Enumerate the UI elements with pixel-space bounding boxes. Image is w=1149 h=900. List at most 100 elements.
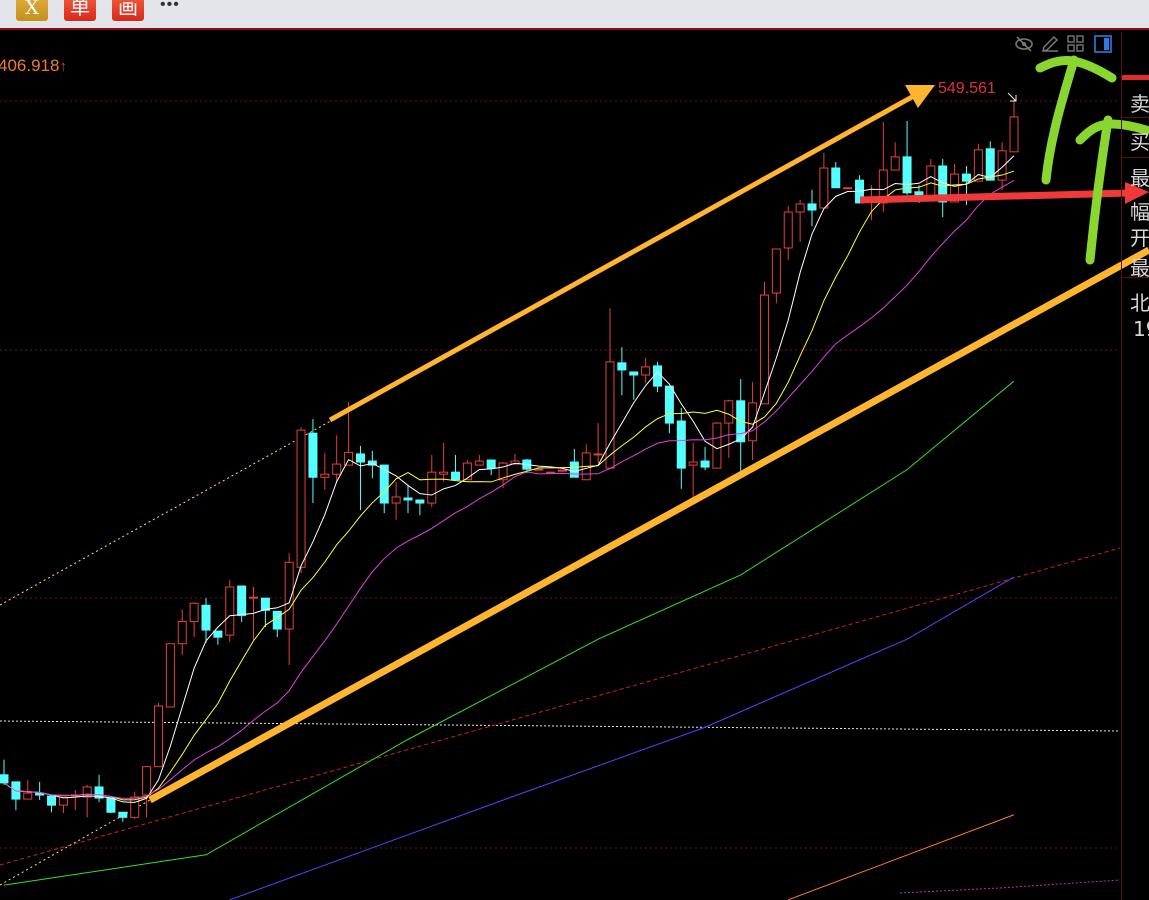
buy-label: 买 (1130, 130, 1149, 154)
candle-up (344, 451, 354, 466)
toolbar-order-button[interactable]: 单 (64, 0, 96, 21)
toolbar-draw-button[interactable]: 画 (112, 0, 144, 21)
candle-down (486, 459, 496, 469)
dotted-channel-line (0, 397, 373, 606)
candle-down (807, 203, 817, 211)
candle-up (165, 643, 175, 708)
ma10-line (3, 170, 1015, 801)
candle-up (1009, 116, 1019, 153)
eye-slash-icon[interactable] (1014, 34, 1034, 54)
candle-down (415, 499, 425, 504)
candle-down (201, 604, 211, 631)
candle-up (225, 586, 235, 636)
more-button[interactable]: ••• (160, 0, 180, 13)
low-price-value: 406.918 (0, 56, 60, 75)
high-price-label: 549.561 (938, 80, 996, 97)
red-horizontal-arrow (859, 189, 1131, 204)
candle-down (47, 795, 57, 806)
candle-down (617, 362, 627, 371)
candle-up (878, 169, 888, 204)
candle-down (260, 597, 270, 611)
candle-up (391, 496, 401, 504)
side-panel-red-bar (1122, 75, 1149, 80)
quote-side-panel: 卖 买 最 幅 开 最 北 19 (1121, 32, 1149, 900)
candle-down (403, 497, 413, 501)
candle-up (688, 461, 698, 466)
ma-long3-line (788, 814, 1015, 900)
candle-up (462, 462, 472, 481)
divider (1122, 277, 1149, 278)
candle-down (308, 432, 318, 478)
candle-up (153, 705, 163, 768)
candle-down (0, 774, 9, 784)
northbound-label: 北 (1130, 291, 1149, 315)
candle-down (213, 630, 223, 638)
candle-up (641, 366, 651, 376)
candle-up (82, 786, 92, 798)
upper-arrowhead-icon (905, 85, 935, 108)
candle-up (795, 203, 805, 213)
ma-long4-line (899, 879, 1121, 894)
latest-label: 最 (1130, 166, 1149, 190)
ma20-line (3, 180, 1015, 799)
sell-label: 卖 (1130, 92, 1149, 116)
candle-down (676, 420, 686, 469)
divider (1122, 157, 1149, 158)
upper-channel-arrow (328, 94, 914, 423)
red-arrowhead-icon (1125, 182, 1149, 204)
candle-down (902, 156, 912, 194)
candle-up (142, 766, 152, 796)
candle-up (177, 620, 187, 645)
candle-up (23, 792, 33, 800)
candle-down (272, 610, 282, 630)
green-arrow-1-icon (1035, 55, 1117, 185)
candle-down (379, 464, 389, 504)
green-arrow-2-icon (1075, 115, 1149, 265)
candle-down (106, 797, 116, 813)
ma-long1-line (3, 380, 1015, 886)
ma5-line (3, 155, 1015, 803)
candle-up (439, 471, 449, 475)
panel-toggle-icon[interactable] (1093, 34, 1113, 54)
toolbar-x-button[interactable]: X (16, 0, 48, 21)
grid-icon[interactable] (1066, 34, 1086, 54)
candle-up (819, 167, 829, 209)
candle-up (296, 429, 306, 568)
lower-channel-arrow (148, 246, 1149, 804)
ma-long2-line (229, 576, 1015, 900)
candle-up (320, 473, 330, 478)
candle-down (653, 365, 663, 387)
candle-up (712, 422, 722, 469)
low-price-label: 406.918↑ (0, 56, 67, 76)
candle-up (748, 402, 758, 442)
toolbar: X 单 画 ••• (0, 0, 1149, 30)
up-arrow-icon: ↑ (59, 58, 67, 75)
candle-up (759, 294, 769, 405)
pencil-icon[interactable] (1040, 34, 1060, 54)
candle-up (332, 463, 342, 475)
dotted-channel-line-lower (0, 799, 151, 886)
candle-up (284, 561, 294, 630)
candle-up (783, 211, 793, 249)
open-label: 开 (1130, 226, 1149, 250)
candle-down (664, 385, 674, 424)
candle-up (843, 187, 853, 190)
candle-up (771, 248, 781, 294)
candle-up (510, 460, 520, 465)
chart-grid (0, 100, 1121, 894)
candle-down (985, 148, 995, 181)
horizontal-dotted-line (0, 720, 1121, 732)
candle-up (189, 602, 199, 622)
candle-up (593, 453, 603, 456)
candle-up (474, 460, 484, 466)
candle-up (130, 796, 140, 818)
candle-up (950, 173, 960, 203)
candle-down (831, 167, 841, 189)
change-label: 幅 (1130, 200, 1149, 224)
candle-up (427, 471, 437, 504)
candle-up (973, 149, 983, 182)
candle-down (237, 585, 247, 616)
candle-up (724, 400, 734, 424)
candle-up (546, 471, 556, 474)
